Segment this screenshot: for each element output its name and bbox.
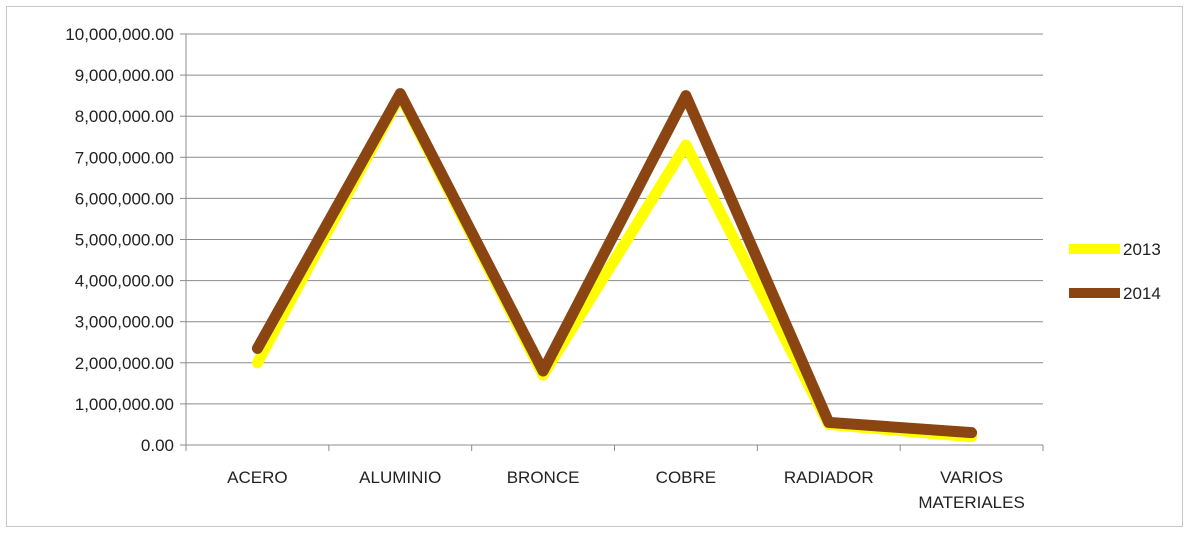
gridlines [186,33,1043,405]
y-tick-label: 10,000,000.00 [65,25,174,44]
x-tick-label: COBRE [656,468,716,487]
series-line-2014 [251,88,978,439]
x-tick-label: VARIOS [940,468,1003,487]
x-tick-label: BRONCE [507,468,580,487]
y-tick-label: 3,000,000.00 [75,313,174,332]
y-tick-label: 1,000,000.00 [75,395,174,414]
x-tick-label: MATERIALES [918,493,1024,512]
legend-label: 2013 [1123,240,1161,259]
y-tick-label: 5,000,000.00 [75,231,174,250]
y-tick-label: 6,000,000.00 [75,189,174,208]
series-lines [251,88,978,443]
x-axis-ticks: ACERO ALUMINIO BRONCE COBRE RADIADOR VARIOS MA… [227,468,1025,512]
y-tick-label: 2,000,000.00 [75,354,174,373]
x-axis [185,34,1044,451]
x-tick-label: ALUMINIO [359,468,441,487]
y-axis-ticks: 0.00 1,000,000.00 2,000,000.00 3,000,000.00… [65,25,186,455]
y-tick-label: 0.00 [141,436,174,455]
y-tick-label: 4,000,000.00 [75,272,174,291]
y-tick-label: 7,000,000.00 [75,148,174,167]
legend: 2013 2014 [1069,240,1161,303]
legend-label: 2014 [1123,284,1161,303]
y-tick-label: 9,000,000.00 [75,66,174,85]
x-tick-label: RADIADOR [784,468,874,487]
x-tick-label: ACERO [227,468,287,487]
y-tick-label: 8,000,000.00 [75,107,174,126]
